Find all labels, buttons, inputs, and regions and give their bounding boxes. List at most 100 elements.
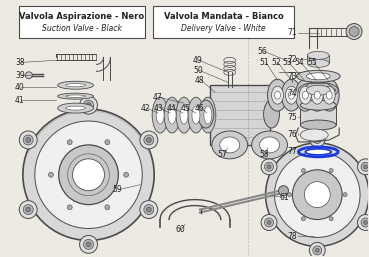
FancyBboxPatch shape [153,6,294,39]
Ellipse shape [300,100,336,110]
Ellipse shape [66,106,86,110]
Circle shape [144,205,154,215]
Circle shape [279,186,289,196]
Text: 43: 43 [153,104,163,113]
Ellipse shape [296,79,315,111]
Ellipse shape [66,84,86,87]
Circle shape [23,205,33,215]
Circle shape [26,207,31,212]
Text: 56: 56 [258,47,268,56]
Circle shape [313,134,322,143]
FancyBboxPatch shape [19,6,145,39]
Circle shape [67,205,72,210]
Circle shape [361,162,369,171]
Ellipse shape [305,149,331,155]
Circle shape [146,137,151,142]
Text: 48: 48 [195,76,204,85]
Text: 71: 71 [288,28,297,37]
Ellipse shape [282,79,301,111]
Circle shape [301,217,306,221]
Text: 60: 60 [175,225,185,234]
Ellipse shape [263,100,279,128]
Ellipse shape [300,129,328,141]
Circle shape [266,143,369,246]
Text: 44: 44 [167,104,177,113]
Ellipse shape [307,79,327,111]
Circle shape [358,215,369,231]
Circle shape [59,145,118,205]
Text: 59: 59 [113,185,122,194]
Ellipse shape [212,131,248,159]
Circle shape [67,140,72,145]
Text: 54: 54 [294,58,304,67]
Circle shape [349,26,359,36]
Text: 41: 41 [15,96,25,105]
Text: 49: 49 [193,56,203,65]
Ellipse shape [326,91,332,99]
Circle shape [261,159,277,175]
Ellipse shape [176,97,192,133]
Ellipse shape [200,97,216,133]
Polygon shape [300,83,336,97]
Text: 47: 47 [152,93,162,102]
Text: 76: 76 [288,131,297,140]
Ellipse shape [58,93,93,99]
Ellipse shape [58,103,93,113]
Circle shape [358,159,369,175]
Circle shape [265,162,273,171]
Text: 72: 72 [288,55,297,64]
Circle shape [346,24,362,40]
Ellipse shape [289,91,294,99]
Circle shape [80,96,97,114]
Ellipse shape [220,137,240,153]
Circle shape [124,172,129,177]
Text: Delivery Valve - White: Delivery Valve - White [182,24,266,33]
Circle shape [86,242,91,247]
Ellipse shape [299,86,311,104]
Circle shape [48,172,54,177]
Text: 58: 58 [260,150,269,159]
Text: 46: 46 [195,104,205,113]
Ellipse shape [58,81,93,89]
Ellipse shape [323,86,335,104]
Circle shape [343,193,347,197]
Bar [307,56,329,63]
Text: 39: 39 [15,71,25,80]
Circle shape [363,221,368,224]
Circle shape [275,152,360,237]
Ellipse shape [307,59,329,67]
Ellipse shape [302,91,308,99]
Circle shape [140,201,158,218]
Circle shape [267,165,271,169]
Circle shape [26,137,31,142]
Ellipse shape [260,137,279,153]
Bar [300,105,336,125]
Ellipse shape [252,131,287,159]
Ellipse shape [66,95,86,97]
Circle shape [80,235,97,253]
Circle shape [313,246,322,255]
Text: 55: 55 [307,58,317,67]
Ellipse shape [275,91,280,99]
Circle shape [309,131,325,147]
Circle shape [267,221,271,224]
Circle shape [146,207,151,212]
Text: Valvola Mandata - Bianco: Valvola Mandata - Bianco [164,12,284,21]
Ellipse shape [306,85,330,95]
Ellipse shape [180,106,188,124]
Text: 78: 78 [288,232,297,241]
Circle shape [265,218,273,227]
Circle shape [304,182,330,208]
Circle shape [83,240,93,249]
Circle shape [23,135,33,145]
Ellipse shape [204,106,212,124]
Text: 42: 42 [140,104,150,113]
Text: Suction Valve - Black: Suction Valve - Black [42,24,121,33]
Ellipse shape [306,73,330,80]
Circle shape [73,159,104,191]
Text: 45: 45 [181,104,191,113]
Text: 77: 77 [288,147,297,156]
Text: 50: 50 [193,66,203,75]
Circle shape [292,170,342,219]
Ellipse shape [188,97,204,133]
